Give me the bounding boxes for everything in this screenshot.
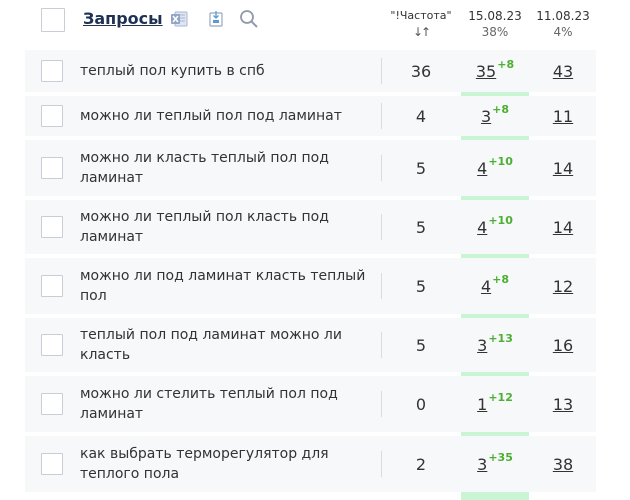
- position-delta: +8: [497, 57, 515, 71]
- table-row: можно ли класть теплый пол под ламинат 5…: [25, 140, 596, 196]
- query-text: можно ли под ламинат класть теплый пол: [80, 268, 366, 304]
- query-text: можно ли теплый пол класть под ламинат: [80, 209, 329, 245]
- position-delta: +35: [488, 450, 513, 464]
- row-checkbox[interactable]: [41, 216, 63, 238]
- column-divider: [381, 155, 382, 181]
- date2-column-header[interactable]: 11.08.23 4%: [529, 8, 597, 40]
- date1-position-link[interactable]: 4: [477, 158, 488, 178]
- frequency-value: 2: [415, 454, 427, 474]
- query-text: как выбрать терморегулятор для теплого п…: [80, 446, 329, 482]
- date1-column-header[interactable]: 15.08.23 38%: [461, 8, 529, 40]
- date1-position-link[interactable]: 3: [477, 335, 488, 355]
- row-checkbox[interactable]: [41, 60, 63, 82]
- column-divider: [381, 214, 382, 240]
- table-row: можно ли стелить теплый пол под ламинат …: [25, 376, 596, 432]
- date2-position-link[interactable]: 14: [552, 158, 574, 178]
- date1-percent: 38%: [481, 25, 509, 39]
- date1-cell: 35 +8: [461, 50, 529, 92]
- position-delta: +12: [488, 390, 513, 404]
- position-delta: +10: [488, 213, 513, 227]
- table-header: Запросы "!Част: [25, 0, 630, 50]
- frequency-value: 5: [415, 158, 427, 178]
- frequency-value: 5: [415, 335, 427, 355]
- date2-cell: 14: [529, 200, 597, 254]
- date2-position-link[interactable]: 16: [552, 335, 574, 355]
- date1-cell: 1 +12: [461, 376, 529, 432]
- frequency-value: 4: [415, 106, 427, 126]
- column-divider: [381, 451, 382, 477]
- query-text: теплый пол купить в спб: [80, 63, 265, 79]
- date1-cell: 4 +10: [461, 200, 529, 254]
- frequency-label: "!Частота": [390, 9, 452, 22]
- column-divider: [381, 332, 382, 358]
- date1-cell: 4 +10: [461, 140, 529, 196]
- row-checkbox[interactable]: [41, 105, 63, 127]
- sort-icon[interactable]: ↓↑: [412, 25, 431, 39]
- frequency-value: 5: [415, 217, 427, 237]
- column-divider: [381, 103, 382, 129]
- frequency-value: 0: [415, 394, 427, 414]
- date2-cell: 11: [529, 96, 597, 136]
- position-delta: +10: [488, 154, 513, 168]
- date1-cell: 4 +8: [461, 258, 529, 314]
- search-icon[interactable]: [239, 9, 259, 33]
- table-row: можно ли теплый пол класть под ламинат 5…: [25, 200, 596, 254]
- table-row: как выбрать терморегулятор для теплого п…: [25, 436, 596, 492]
- query-text: можно ли стелить теплый пол под ламинат: [80, 386, 338, 422]
- column-divider: [381, 58, 382, 84]
- date2-position-link[interactable]: 12: [552, 276, 574, 296]
- date1-position-link[interactable]: 4: [477, 217, 488, 237]
- row-checkbox[interactable]: [41, 453, 63, 475]
- column-divider: [381, 391, 382, 417]
- date2-cell: 16: [529, 318, 597, 372]
- row-checkbox[interactable]: [41, 275, 63, 297]
- table-row: можно ли под ламинат класть теплый пол 5…: [25, 258, 596, 314]
- frequency-value: 36: [410, 61, 432, 81]
- date1-position-link[interactable]: 4: [480, 276, 492, 296]
- date2-position-link[interactable]: 14: [552, 217, 574, 237]
- table-row: теплый пол под ламинат можно ли класть 5…: [25, 318, 596, 372]
- date1-cell: 3 +13: [461, 318, 529, 372]
- position-delta: +13: [488, 331, 513, 345]
- excel-icon[interactable]: [170, 10, 188, 32]
- position-delta: +8: [492, 102, 510, 116]
- date1-position-link[interactable]: 3: [480, 106, 492, 126]
- date2-cell: 13: [529, 376, 597, 432]
- date2-cell: 14: [529, 140, 597, 196]
- frequency-column-header[interactable]: "!Частота" ↓↑: [381, 8, 461, 40]
- row-checkbox[interactable]: [41, 157, 63, 179]
- date2-percent: 4%: [553, 25, 573, 39]
- date1-position-link[interactable]: 1: [477, 394, 488, 414]
- date2-position-link[interactable]: 11: [552, 106, 574, 126]
- query-text: можно ли теплый пол под ламинат: [80, 108, 342, 124]
- date1-position-link[interactable]: 35: [475, 61, 497, 81]
- table-row: можно ли теплый пол под ламинат 4 3 +8 11: [25, 96, 596, 136]
- export-icon[interactable]: [207, 10, 225, 32]
- select-all-checkbox[interactable]: [41, 8, 65, 32]
- date2-cell: 43: [529, 50, 597, 92]
- position-delta: +8: [492, 272, 510, 286]
- date2-cell: 12: [529, 258, 597, 314]
- date1-cell: 3 +8: [461, 96, 529, 136]
- date2-position-link[interactable]: 43: [552, 61, 574, 81]
- date2-position-link[interactable]: 38: [552, 454, 574, 474]
- row-checkbox[interactable]: [41, 393, 63, 415]
- date1-label: 15.08.23: [468, 9, 522, 23]
- date2-position-link[interactable]: 13: [552, 394, 574, 414]
- queries-table: Запросы "!Част: [25, 0, 630, 500]
- column-divider: [381, 273, 382, 299]
- query-text: можно ли класть теплый пол под ламинат: [80, 150, 329, 186]
- queries-title-link[interactable]: Запросы: [83, 9, 163, 28]
- date2-label: 11.08.23: [536, 9, 590, 23]
- date1-cell: 3 +35: [461, 436, 529, 492]
- frequency-value: 5: [415, 276, 427, 296]
- query-text: теплый пол под ламинат можно ли класть: [80, 327, 342, 363]
- date1-position-link[interactable]: 3: [477, 454, 488, 474]
- date2-cell: 38: [529, 436, 597, 492]
- row-checkbox[interactable]: [41, 334, 63, 356]
- table-row: теплый пол купить в спб 36 35 +8 43: [25, 50, 596, 92]
